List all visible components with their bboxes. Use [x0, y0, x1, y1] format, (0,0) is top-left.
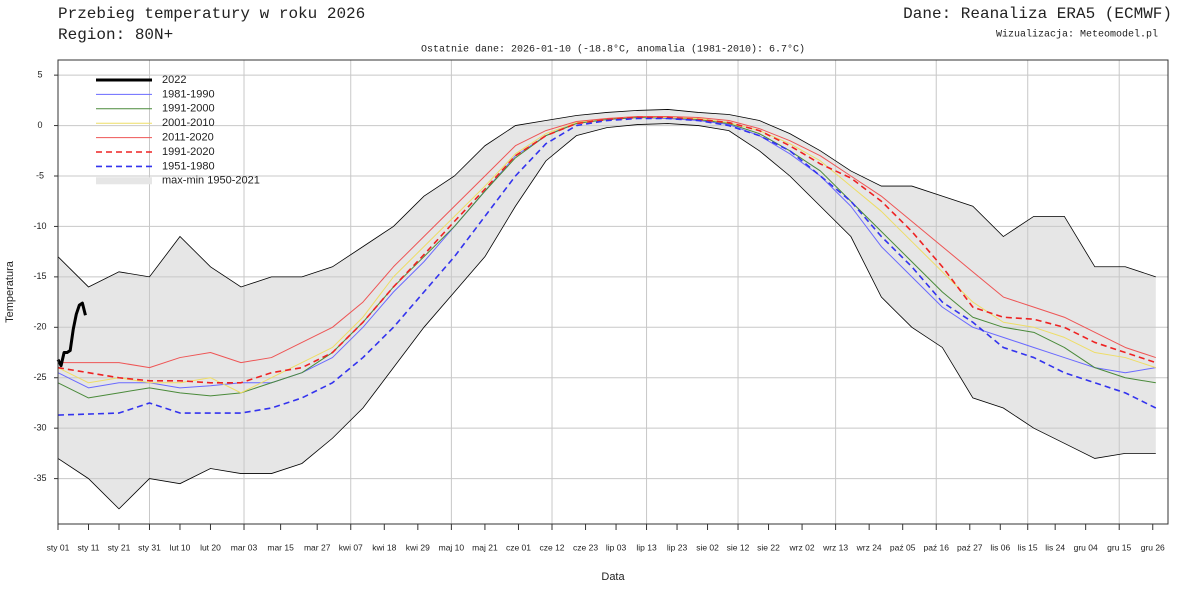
x-tick-label: gru 15 [1107, 542, 1131, 552]
x-tick-label: sty 01 [47, 542, 70, 552]
x-axis-label: Data [601, 571, 625, 583]
x-tick-label: kwi 18 [372, 542, 396, 552]
x-tick-label: sty 21 [108, 542, 131, 552]
band-edge [57, 123, 1156, 510]
x-tick-label: gru 26 [1141, 542, 1165, 552]
legend-label: 2022 [162, 74, 186, 86]
x-tick-label: sty 31 [138, 542, 161, 552]
legend-label: 1951-1980 [162, 160, 215, 172]
x-tick-label: kwi 29 [406, 542, 430, 552]
x-tick-label: lut 10 [170, 542, 191, 552]
chart-title: Przebieg temperatury w roku 2026 [58, 5, 365, 23]
x-tick-label: lip 23 [667, 542, 688, 552]
x-tick-label: lut 20 [200, 542, 221, 552]
x-tick-label: lis 06 [990, 542, 1010, 552]
x-tick-label: wrz 13 [822, 542, 848, 552]
x-tick-label: maj 10 [439, 542, 465, 552]
y-tick-label: -25 [33, 372, 46, 382]
x-tick-label: lis 15 [1018, 542, 1038, 552]
y-tick-label: -35 [33, 473, 46, 483]
x-tick-label: sie 12 [727, 542, 750, 552]
y-tick-label: -20 [33, 322, 46, 332]
y-tick-label: -10 [33, 221, 46, 231]
x-tick-label: mar 03 [231, 542, 258, 552]
x-tick-label: kwi 07 [339, 542, 363, 552]
region: Region: 80N+ [58, 26, 173, 44]
source: Dane: Reanaliza ERA5 (ECMWF) [903, 5, 1172, 23]
y-tick-label: 0 [37, 120, 42, 130]
y-tick-label: -5 [36, 170, 44, 180]
legend-label: 2001-2010 [162, 117, 215, 129]
y-tick-label: 5 [37, 70, 42, 80]
y-tick-label: -30 [33, 423, 46, 433]
subtitle: Ostatnie dane: 2026-01-10 (-18.8°C, anom… [421, 44, 805, 56]
x-tick-label: lip 13 [636, 542, 657, 552]
series-line [58, 115, 1156, 369]
x-tick-label: sie 22 [757, 542, 780, 552]
legend-label: 1991-2020 [162, 146, 215, 158]
x-tick-label: cze 23 [573, 542, 598, 552]
x-tick-label: paź 16 [923, 542, 949, 552]
legend-label: 2011-2020 [162, 132, 214, 144]
x-tick-label: mar 15 [267, 542, 294, 552]
x-tick-label: paź 05 [890, 542, 916, 552]
x-tick-label: gru 04 [1074, 542, 1098, 552]
x-tick-label: wrz 24 [856, 542, 882, 552]
x-tick-label: mar 27 [304, 542, 331, 552]
credit: Wizualizacja: Meteomodel.pl [996, 29, 1158, 41]
x-tick-label: paź 27 [957, 542, 983, 552]
legend-label: max-min 1950-2021 [162, 175, 260, 187]
x-tick-label: lis 24 [1045, 542, 1065, 552]
legend-label: 1991-2000 [162, 103, 215, 115]
band-edge [57, 109, 1156, 288]
x-tick-label: sie 02 [696, 542, 719, 552]
plot-frame [57, 59, 1169, 525]
x-tick-label: lip 03 [606, 542, 627, 552]
series-line [56, 301, 87, 368]
band-area [58, 109, 1156, 509]
series-line [57, 116, 1157, 384]
x-tick-label: maj 21 [472, 542, 498, 552]
y-tick-label: -15 [33, 271, 46, 281]
x-tick-label: sty 11 [77, 542, 99, 552]
series-line [57, 117, 1157, 416]
y-axis-label: Temperatura [4, 260, 16, 323]
x-tick-label: wrz 02 [789, 542, 815, 552]
x-tick-label: cze 12 [539, 542, 564, 552]
x-tick-label: cze 01 [506, 542, 531, 552]
legend-label: 1981-1990 [162, 88, 215, 100]
